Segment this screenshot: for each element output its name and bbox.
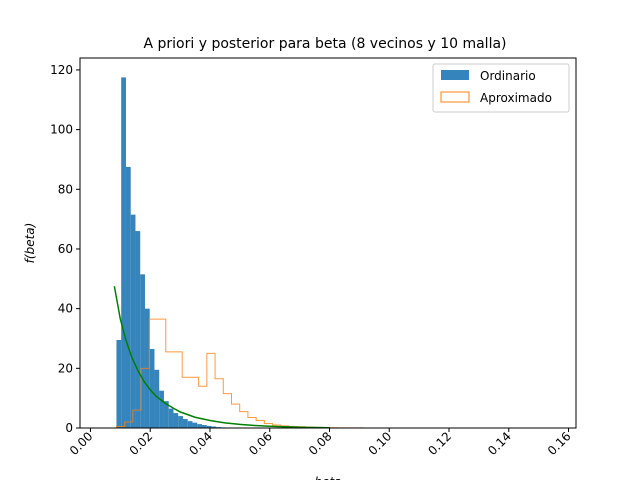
legend: Ordinario Aproximado (432, 63, 570, 113)
y-axis-ticks: 0 20 40 60 80 100 120 (50, 63, 80, 435)
ordinario-bar (187, 421, 193, 428)
y-tick-label: 0 (65, 421, 73, 435)
x-axis-label: beta (314, 475, 341, 480)
ordinario-bar (135, 231, 141, 428)
y-tick-label: 100 (50, 123, 73, 137)
legend-swatch-ordinario (441, 70, 469, 80)
ordinario-bar (182, 419, 188, 428)
plot-area (113, 77, 372, 429)
legend-label-aproximado: Aproximado (480, 91, 552, 105)
legend-swatch-aproximado (440, 91, 470, 103)
ordinario-bar (211, 426, 217, 428)
ordinario-bar (140, 274, 145, 428)
y-tick-label: 60 (58, 242, 73, 256)
ordinario-bar (192, 422, 198, 428)
ordinario-bar (116, 339, 122, 428)
ordinario-bar (206, 425, 212, 428)
ordinario-bar (168, 408, 174, 428)
y-tick-label: 20 (58, 361, 73, 375)
ordinario-bar (173, 413, 179, 428)
ordinario-bar (149, 348, 155, 428)
ordinario-bar (130, 214, 136, 428)
series-curve (113, 286, 330, 429)
ordinario-bar (125, 166, 131, 428)
y-tick-label: 120 (50, 63, 73, 77)
ordinario-bar (197, 424, 202, 428)
ordinario-bar (178, 416, 183, 428)
ordinario-bar (159, 390, 164, 428)
chart-title: A priori y posterior para beta (8 vecino… (143, 36, 506, 52)
y-tick-label: 80 (58, 182, 73, 196)
axes-frame (79, 57, 577, 429)
ordinario-bar (154, 369, 160, 428)
y-tick-label: 40 (58, 302, 73, 316)
legend-label-ordinario: Ordinario (480, 69, 536, 83)
ordinario-bar (201, 425, 207, 428)
ordinario-bar (163, 401, 169, 428)
y-axis-label: f(beta) (23, 223, 37, 264)
ordinario-bar (121, 77, 126, 428)
density-curve (113, 286, 330, 429)
